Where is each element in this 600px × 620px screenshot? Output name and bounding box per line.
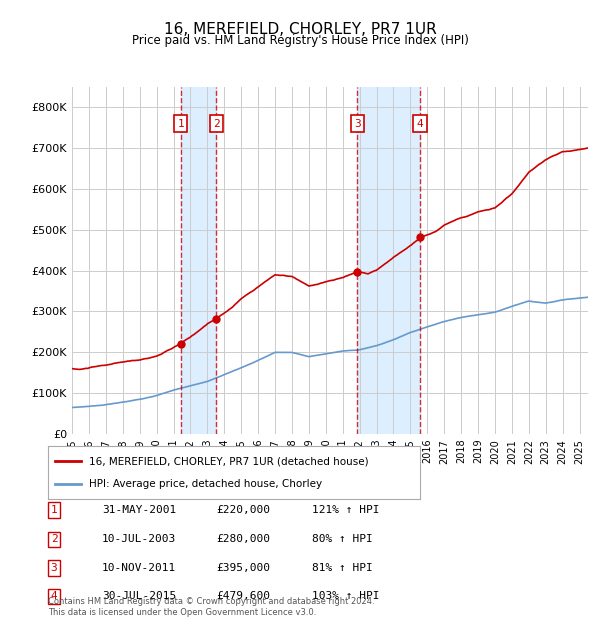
Text: 16, MEREFIELD, CHORLEY, PR7 1UR: 16, MEREFIELD, CHORLEY, PR7 1UR bbox=[164, 22, 436, 37]
Text: 31-MAY-2001: 31-MAY-2001 bbox=[102, 505, 176, 515]
Text: 1: 1 bbox=[177, 118, 184, 128]
Bar bbox=[357, 87, 420, 434]
Text: 4: 4 bbox=[417, 118, 424, 128]
Text: 4: 4 bbox=[50, 591, 58, 601]
Text: 1: 1 bbox=[50, 505, 58, 515]
Text: 2: 2 bbox=[213, 118, 220, 128]
Text: Price paid vs. HM Land Registry's House Price Index (HPI): Price paid vs. HM Land Registry's House … bbox=[131, 34, 469, 47]
Text: 103% ↑ HPI: 103% ↑ HPI bbox=[312, 591, 380, 601]
Bar bbox=[181, 87, 217, 434]
Text: HPI: Average price, detached house, Chorley: HPI: Average price, detached house, Chor… bbox=[89, 479, 322, 489]
Text: 30-JUL-2015: 30-JUL-2015 bbox=[102, 591, 176, 601]
Text: 2: 2 bbox=[50, 534, 58, 544]
Text: Contains HM Land Registry data © Crown copyright and database right 2024.
This d: Contains HM Land Registry data © Crown c… bbox=[48, 598, 374, 617]
Text: £395,000: £395,000 bbox=[216, 563, 270, 573]
Text: 10-NOV-2011: 10-NOV-2011 bbox=[102, 563, 176, 573]
Text: 80% ↑ HPI: 80% ↑ HPI bbox=[312, 534, 373, 544]
Text: £280,000: £280,000 bbox=[216, 534, 270, 544]
Text: 3: 3 bbox=[50, 563, 58, 573]
Text: 16, MEREFIELD, CHORLEY, PR7 1UR (detached house): 16, MEREFIELD, CHORLEY, PR7 1UR (detache… bbox=[89, 456, 368, 466]
Text: 10-JUL-2003: 10-JUL-2003 bbox=[102, 534, 176, 544]
Text: 121% ↑ HPI: 121% ↑ HPI bbox=[312, 505, 380, 515]
Text: £479,600: £479,600 bbox=[216, 591, 270, 601]
Text: £220,000: £220,000 bbox=[216, 505, 270, 515]
Text: 81% ↑ HPI: 81% ↑ HPI bbox=[312, 563, 373, 573]
Text: 3: 3 bbox=[354, 118, 361, 128]
